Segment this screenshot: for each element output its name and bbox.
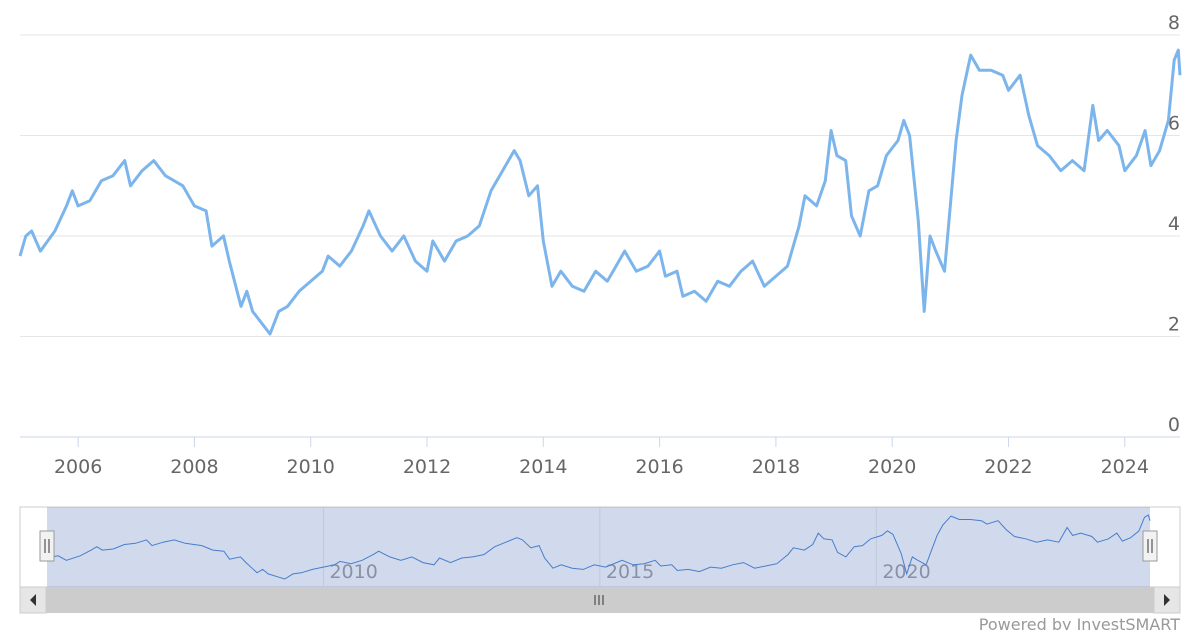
price-line [18,48,1182,336]
x-tick-label: 2024 [1101,456,1149,478]
y-tick-label: 0 [1168,414,1180,436]
x-tick-label: 2016 [635,456,683,478]
navigator-tick-label: 2010 [329,561,377,583]
y-tick-label: 4 [1168,213,1180,235]
scrollbar-grip [594,595,604,605]
x-tick-label: 2018 [752,456,800,478]
navigator-handle[interactable] [1142,530,1158,562]
credits[interactable]: Powered by InvestSMART [979,615,1180,634]
x-tick-label: 2014 [519,456,567,478]
x-tick-label: 2006 [54,456,102,478]
y-tick-label: 2 [1168,314,1180,336]
x-tick-label: 2020 [868,456,916,478]
x-tick-label: 2008 [170,456,218,478]
y-tick-label: 6 [1168,113,1180,135]
navigator-line [46,514,1151,580]
x-tick-label: 2022 [984,456,1032,478]
navigator-tick-label: 2015 [606,561,654,583]
navigator-selection[interactable] [47,507,1150,587]
navigator-handle[interactable] [39,530,55,562]
handle-grip [1147,539,1153,553]
y-tick-label: 8 [1168,12,1180,34]
right-arrow [1164,594,1170,606]
x-tick-label: 2010 [287,456,335,478]
handle-grip [44,539,50,553]
x-tick-label: 2012 [403,456,451,478]
left-arrow [30,594,36,606]
